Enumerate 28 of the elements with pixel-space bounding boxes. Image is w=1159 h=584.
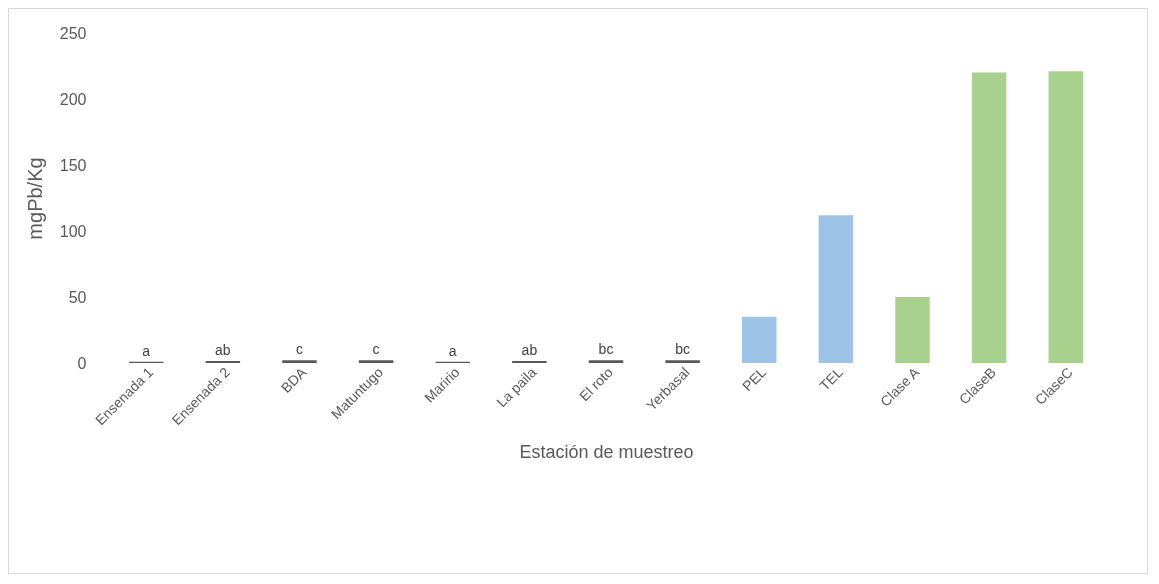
bar <box>358 360 394 363</box>
x-tick-label: PEL <box>739 363 770 395</box>
y-tick-label: 50 <box>68 288 87 306</box>
y-tick-label: 0 <box>77 354 87 372</box>
x-tick-label: TEL <box>816 363 846 394</box>
bar <box>742 316 777 363</box>
bar <box>818 215 854 363</box>
data-label: ab <box>521 342 538 359</box>
y-tick-label: 250 <box>59 24 87 42</box>
bar <box>282 360 317 363</box>
y-tick-label: 100 <box>59 222 87 240</box>
data-label: ab <box>215 342 231 359</box>
y-axis-title: mgPb/Kg <box>23 157 46 240</box>
data-label: a <box>448 342 457 359</box>
data-label: c <box>295 341 303 358</box>
data-label: bc <box>675 341 691 358</box>
bar <box>1048 71 1084 363</box>
bar <box>588 360 624 363</box>
bar <box>895 297 930 363</box>
x-axis-title: Estación de muestreo <box>519 442 694 463</box>
data-label: a <box>142 342 151 359</box>
data-label: bc <box>598 341 614 358</box>
data-label: c <box>372 341 380 358</box>
y-tick-label: 200 <box>59 90 87 108</box>
bar <box>971 72 1007 363</box>
x-tick-label: El roto <box>575 363 617 405</box>
bar <box>665 360 700 363</box>
y-tick-label: 150 <box>59 156 87 174</box>
